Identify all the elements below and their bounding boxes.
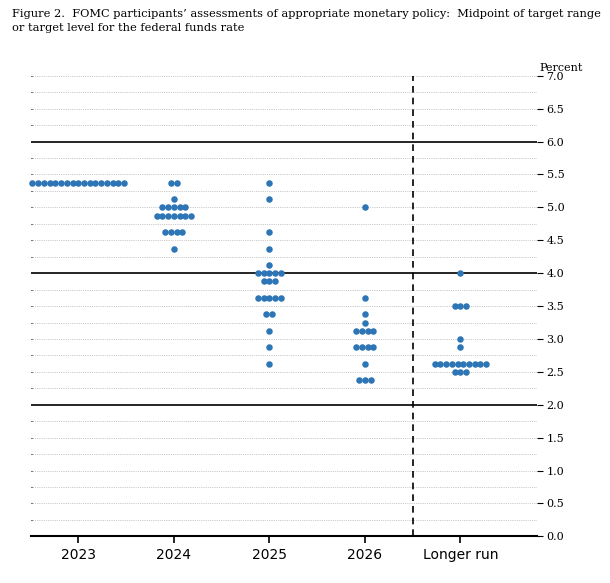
Point: [174, 203, 184, 212]
Point: [265, 227, 274, 237]
Point: [276, 293, 285, 303]
Point: [265, 178, 274, 187]
Point: [152, 211, 162, 220]
Point: [453, 359, 462, 368]
Point: [368, 343, 378, 352]
Point: [174, 211, 184, 220]
Point: [172, 227, 182, 237]
Point: [166, 227, 176, 237]
Point: [456, 367, 465, 377]
Point: [351, 326, 361, 335]
Point: [56, 178, 66, 187]
Point: [363, 326, 373, 335]
Point: [163, 203, 173, 212]
Point: [96, 178, 106, 187]
Point: [90, 178, 100, 187]
Point: [157, 203, 167, 212]
Point: [270, 269, 280, 278]
Point: [429, 359, 439, 368]
Point: [119, 178, 129, 187]
Point: [360, 359, 370, 368]
Point: [262, 310, 271, 319]
Point: [39, 178, 49, 187]
Point: [79, 178, 89, 187]
Point: [360, 293, 370, 303]
Point: [157, 211, 167, 220]
Point: [461, 367, 471, 377]
Point: [169, 203, 179, 212]
Point: [368, 326, 378, 335]
Point: [259, 269, 268, 278]
Point: [481, 359, 491, 368]
Point: [447, 359, 457, 368]
Point: [357, 326, 367, 335]
Point: [366, 375, 376, 385]
Point: [253, 293, 263, 303]
Point: [163, 211, 173, 220]
Point: [363, 343, 373, 352]
Point: [458, 359, 468, 368]
Point: [450, 301, 459, 311]
Point: [181, 203, 190, 212]
Point: [265, 195, 274, 204]
Point: [265, 244, 274, 253]
Point: [354, 375, 364, 385]
Point: [360, 375, 370, 385]
Point: [276, 269, 285, 278]
Point: [102, 178, 112, 187]
Point: [360, 203, 370, 212]
Point: [270, 293, 280, 303]
Point: [436, 359, 445, 368]
Point: [259, 277, 268, 286]
Point: [45, 178, 54, 187]
Point: [461, 301, 471, 311]
Point: [351, 343, 361, 352]
Point: [62, 178, 72, 187]
Point: [27, 178, 37, 187]
Point: [259, 293, 268, 303]
Point: [476, 359, 486, 368]
Point: [108, 178, 118, 187]
Text: Figure 2.  FOMC participants’ assessments of appropriate monetary policy:  Midpo: Figure 2. FOMC participants’ assessments…: [12, 9, 601, 33]
Point: [34, 178, 43, 187]
Point: [265, 277, 274, 286]
Point: [85, 178, 95, 187]
Point: [456, 301, 465, 311]
Point: [265, 260, 274, 269]
Point: [265, 269, 274, 278]
Point: [360, 310, 370, 319]
Point: [470, 359, 479, 368]
Point: [456, 343, 465, 352]
Point: [456, 269, 465, 278]
Point: [360, 318, 370, 327]
Point: [160, 227, 170, 237]
Point: [456, 334, 465, 343]
Point: [68, 178, 77, 187]
Point: [169, 211, 179, 220]
Point: [51, 178, 60, 187]
Point: [357, 343, 367, 352]
Text: Percent: Percent: [539, 64, 583, 73]
Point: [169, 195, 179, 204]
Point: [270, 277, 280, 286]
Point: [73, 178, 83, 187]
Point: [253, 269, 263, 278]
Point: [265, 343, 274, 352]
Point: [169, 244, 179, 253]
Point: [464, 359, 474, 368]
Point: [166, 178, 176, 187]
Point: [265, 326, 274, 335]
Point: [181, 211, 190, 220]
Point: [265, 293, 274, 303]
Point: [267, 310, 277, 319]
Point: [265, 359, 274, 368]
Point: [178, 227, 187, 237]
Point: [441, 359, 451, 368]
Point: [172, 178, 182, 187]
Point: [186, 211, 196, 220]
Point: [450, 367, 459, 377]
Point: [113, 178, 123, 187]
